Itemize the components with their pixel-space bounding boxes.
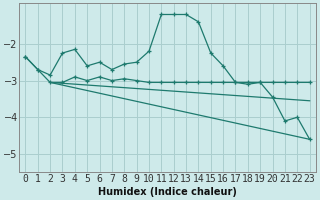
X-axis label: Humidex (Indice chaleur): Humidex (Indice chaleur) (98, 187, 237, 197)
